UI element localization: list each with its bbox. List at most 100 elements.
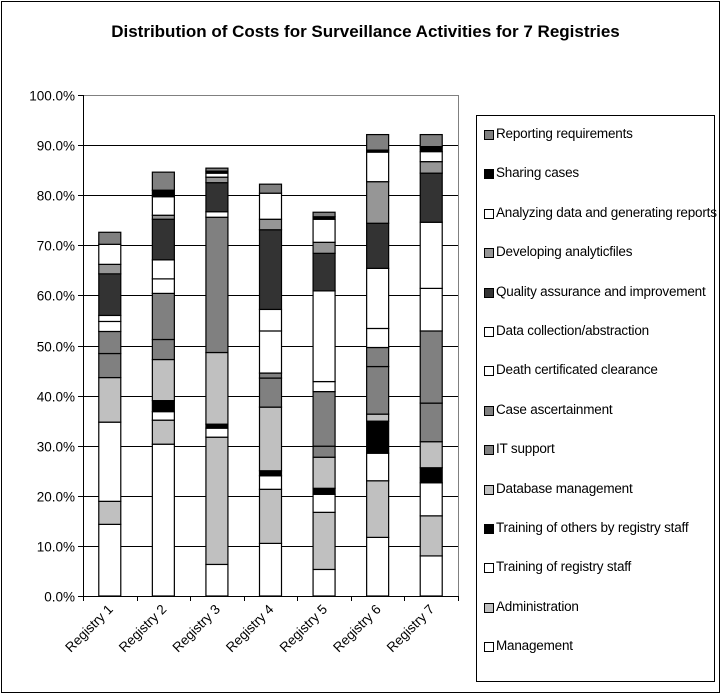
bar-segment xyxy=(98,330,122,355)
legend-item: IT support xyxy=(484,440,721,457)
legend-swatch xyxy=(484,327,494,337)
bar-segment xyxy=(366,222,390,269)
bar-segment xyxy=(312,380,336,393)
bar-segment xyxy=(312,241,336,254)
legend-label: Reporting requirements xyxy=(496,126,633,141)
bar-segment xyxy=(151,218,175,261)
bar-segment xyxy=(312,568,336,597)
legend-item: Quality assurance and improvement xyxy=(484,283,721,300)
y-tick-label: 100.0% xyxy=(29,89,75,104)
bar-segment xyxy=(366,413,390,422)
x-tick-label: Registry 3 xyxy=(169,602,223,656)
y-tick-label: 80.0% xyxy=(37,189,75,204)
bar-segment xyxy=(366,267,390,330)
bar-segment xyxy=(98,352,122,379)
bar-segment xyxy=(205,216,229,354)
y-tick-label: 30.0% xyxy=(37,440,75,455)
bar-segment xyxy=(98,243,122,265)
legend-label: Training of others by registry staff xyxy=(496,520,689,535)
bar-segment xyxy=(205,436,229,566)
y-tick-label: 40.0% xyxy=(37,390,75,405)
bar-segment xyxy=(419,555,443,597)
bar-segment xyxy=(312,218,336,243)
bar-segment xyxy=(419,482,443,517)
bar-segment xyxy=(258,372,283,379)
bar-segment xyxy=(98,376,122,423)
legend-swatch xyxy=(484,563,494,574)
legend-swatch xyxy=(484,405,494,416)
x-tick-label: Registry 4 xyxy=(223,601,277,655)
legend-label: Sharing cases xyxy=(496,165,579,181)
legend-item: Analyzing data and generating reports xyxy=(484,204,721,221)
legend-swatch xyxy=(484,208,494,219)
bar-segment xyxy=(205,211,229,218)
bar-segment xyxy=(151,196,175,216)
bar-segment xyxy=(366,420,390,454)
legend-label: Training of registry staff xyxy=(496,559,632,575)
bar-segment xyxy=(366,151,390,183)
bar-segment xyxy=(366,346,390,368)
bar-segment xyxy=(98,421,122,502)
bar-segment xyxy=(98,263,122,275)
bar-segment xyxy=(98,314,122,323)
bar-segment xyxy=(258,475,283,490)
bar-segment xyxy=(151,358,175,402)
bar-segment xyxy=(366,365,390,415)
legend: Reporting requirements Sharing cases Analy… xyxy=(476,115,717,682)
x-tick-label: Registry 1 xyxy=(62,602,116,656)
bar-segment xyxy=(258,488,283,544)
bar-segment xyxy=(151,292,175,341)
bar-segment xyxy=(151,411,175,421)
bar-segment xyxy=(151,278,175,294)
y-tick-label: 0.0% xyxy=(44,590,75,605)
legend-label: Data collection/abstraction xyxy=(496,323,649,338)
bar-segment xyxy=(205,167,229,172)
bar-segment xyxy=(151,419,175,445)
legend-item: Case ascertainment xyxy=(484,401,721,418)
legend-swatch xyxy=(484,484,494,495)
bar-segment xyxy=(366,480,390,538)
bar-segment xyxy=(98,320,122,333)
legend-label: Administration xyxy=(496,598,579,614)
bar-segment xyxy=(366,327,390,349)
bar-segment xyxy=(312,456,336,489)
bar-segment xyxy=(98,500,122,525)
bar-segment xyxy=(366,181,390,224)
legend-swatch xyxy=(484,287,494,298)
legend-item: Training of registry staff xyxy=(484,558,721,575)
bar-segment xyxy=(419,221,443,289)
bar-segment xyxy=(205,563,229,597)
x-tick-label: Registry 6 xyxy=(330,602,384,656)
bar-segment xyxy=(151,214,175,220)
legend-swatch xyxy=(484,366,494,377)
bar-segment xyxy=(312,290,336,383)
bar-segment xyxy=(366,452,390,482)
legend-label: Quality assurance and improvement xyxy=(496,283,706,299)
bar-segment xyxy=(151,443,175,597)
bar-segment xyxy=(151,171,175,191)
bar-segment xyxy=(419,161,443,174)
legend-item: Administration xyxy=(484,598,721,615)
bar-segment xyxy=(419,287,443,332)
legend-swatch xyxy=(484,248,494,259)
bar-segment xyxy=(258,377,283,408)
legend-swatch xyxy=(484,602,494,613)
legend-item: Death certificated clearance xyxy=(484,361,721,378)
bar-segment xyxy=(419,515,443,557)
y-tick-label: 20.0% xyxy=(37,490,75,505)
y-tick-label: 60.0% xyxy=(37,289,75,304)
bar-segment xyxy=(419,172,443,223)
bar-segment xyxy=(205,176,229,184)
bar-segment xyxy=(312,390,336,447)
bar-segment xyxy=(366,133,390,151)
x-tick-label: Registry 7 xyxy=(384,602,438,656)
y-tick-label: 70.0% xyxy=(37,239,75,254)
bar-segment xyxy=(258,542,283,597)
bar-segment xyxy=(205,172,229,178)
legend-label: IT support xyxy=(496,441,555,457)
bar-segment xyxy=(258,183,283,194)
legend-item: Training of others by registry staff xyxy=(484,519,721,536)
bar-segment xyxy=(366,536,390,597)
legend-item: Sharing cases xyxy=(484,164,721,181)
